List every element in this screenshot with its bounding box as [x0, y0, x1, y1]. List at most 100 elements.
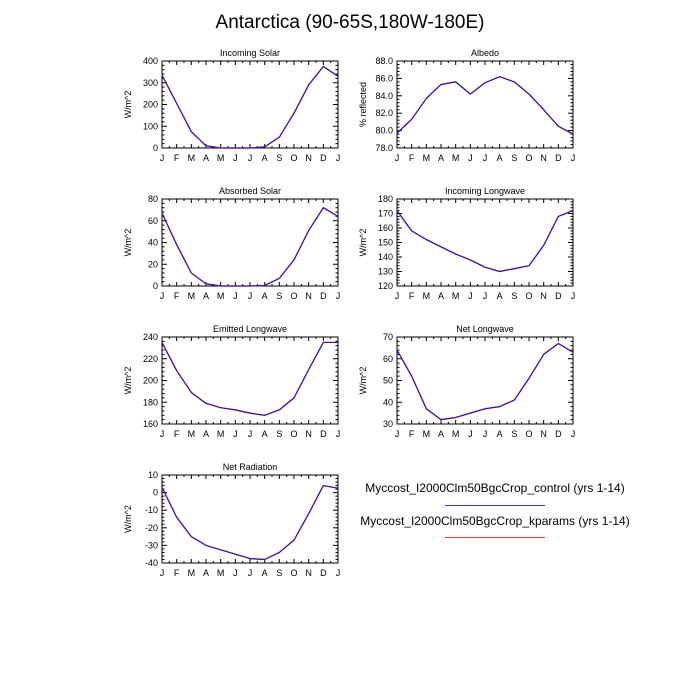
- x-tick-label: A: [262, 291, 268, 301]
- plot-frame: [396, 198, 574, 287]
- x-tick-label: S: [511, 291, 517, 301]
- panel-title: Absorbed Solar: [219, 186, 281, 196]
- y-axis-label: W/m^2: [358, 229, 368, 257]
- x-tick-label: O: [290, 429, 297, 439]
- x-tick-label: O: [525, 153, 532, 163]
- series-line-kparams: [396, 76, 574, 135]
- y-tick-label: -10: [145, 505, 158, 515]
- x-tick-label: M: [452, 153, 460, 163]
- legend-line-kparams: [445, 537, 545, 538]
- x-tick-label: M: [423, 153, 431, 163]
- panel-title: Albedo: [471, 48, 499, 58]
- x-tick-label: A: [262, 568, 268, 578]
- x-tick-label: S: [276, 291, 282, 301]
- y-tick-label: 50: [383, 376, 393, 386]
- x-tick-label: J: [248, 291, 253, 301]
- x-tick-label: J: [571, 429, 576, 439]
- x-tick-label: M: [452, 429, 460, 439]
- y-tick-label: 160: [378, 223, 393, 233]
- x-tick-label: A: [203, 568, 209, 578]
- y-tick-label: 100: [143, 121, 158, 131]
- series-line-kparams: [161, 484, 339, 561]
- series-line-kparams: [161, 207, 339, 287]
- x-tick-label: N: [540, 291, 547, 301]
- y-axis-label: W/m^2: [358, 367, 368, 395]
- x-tick-label: O: [290, 153, 297, 163]
- x-tick-label: A: [203, 153, 209, 163]
- x-tick-label: M: [188, 429, 196, 439]
- x-tick-label: M: [452, 291, 460, 301]
- x-tick-label: O: [525, 429, 532, 439]
- x-tick-label: J: [336, 568, 341, 578]
- x-tick-label: M: [217, 568, 225, 578]
- x-tick-label: J: [233, 291, 238, 301]
- series-line-control: [161, 341, 338, 416]
- x-tick-label: S: [276, 429, 282, 439]
- y-tick-label: 40: [383, 397, 393, 407]
- x-tick-label: F: [174, 568, 180, 578]
- series-line-control: [161, 207, 339, 287]
- x-tick-label: J: [233, 429, 238, 439]
- x-tick-label: N: [540, 429, 547, 439]
- y-tick-label: 30: [383, 419, 393, 429]
- x-tick-label: J: [483, 291, 488, 301]
- x-tick-label: F: [409, 153, 415, 163]
- x-tick-label: F: [409, 429, 415, 439]
- x-tick-label: M: [188, 568, 196, 578]
- x-tick-label: A: [438, 153, 444, 163]
- x-tick-label: D: [555, 153, 562, 163]
- x-tick-label: M: [217, 291, 225, 301]
- plot-frame: [396, 336, 574, 425]
- x-tick-label: A: [203, 291, 209, 301]
- x-tick-label: A: [497, 153, 503, 163]
- x-tick-label: A: [497, 291, 503, 301]
- y-tick-label: 200: [143, 100, 158, 110]
- y-tick-label: 0: [153, 488, 158, 498]
- y-tick-label: 82.0: [375, 108, 393, 118]
- y-tick-label: 170: [378, 209, 393, 219]
- x-tick-label: J: [248, 153, 253, 163]
- y-tick-label: 88.0: [375, 56, 393, 66]
- x-tick-label: J: [468, 153, 473, 163]
- y-tick-label: 400: [143, 56, 158, 66]
- x-tick-label: J: [468, 291, 473, 301]
- y-tick-label: 80: [148, 194, 158, 204]
- series-line-control: [396, 342, 574, 421]
- x-tick-label: J: [248, 568, 253, 578]
- series-line-kparams: [161, 65, 339, 149]
- x-tick-label: O: [290, 291, 297, 301]
- x-tick-label: J: [483, 429, 488, 439]
- legend-line-control: [445, 505, 545, 506]
- x-tick-label: J: [160, 429, 165, 439]
- x-tick-label: J: [336, 291, 341, 301]
- y-tick-label: 120: [378, 281, 393, 291]
- plot-frame: [161, 474, 339, 564]
- x-tick-label: J: [336, 429, 341, 439]
- y-tick-label: 240: [143, 332, 158, 342]
- x-tick-label: D: [320, 429, 327, 439]
- series-line-control: [396, 76, 574, 135]
- x-tick-label: M: [217, 429, 225, 439]
- panel-incoming-longwave: J F M A M J J A S O N D J120130140150160170180Incomi…: [358, 186, 575, 301]
- legend-label-kparams: Myccost_I2000Clm50BgcCrop_kparams (yrs 1…: [360, 514, 630, 528]
- panel-title: Net Radiation: [223, 462, 278, 472]
- y-tick-label: -30: [145, 540, 158, 550]
- y-tick-label: 160: [143, 419, 158, 429]
- x-tick-label: A: [438, 291, 444, 301]
- y-tick-label: 70: [383, 332, 393, 342]
- panel-albedo: J F M A M J J A S O N D J78.080.082.084.086.088.0Alb…: [358, 48, 575, 163]
- y-tick-label: 0: [153, 281, 158, 291]
- x-tick-label: N: [305, 568, 312, 578]
- y-tick-label: 200: [143, 376, 158, 386]
- x-tick-label: J: [483, 153, 488, 163]
- x-tick-label: J: [395, 429, 400, 439]
- x-tick-label: J: [248, 429, 253, 439]
- x-tick-label: F: [409, 291, 415, 301]
- x-tick-label: S: [276, 568, 282, 578]
- x-tick-label: S: [511, 153, 517, 163]
